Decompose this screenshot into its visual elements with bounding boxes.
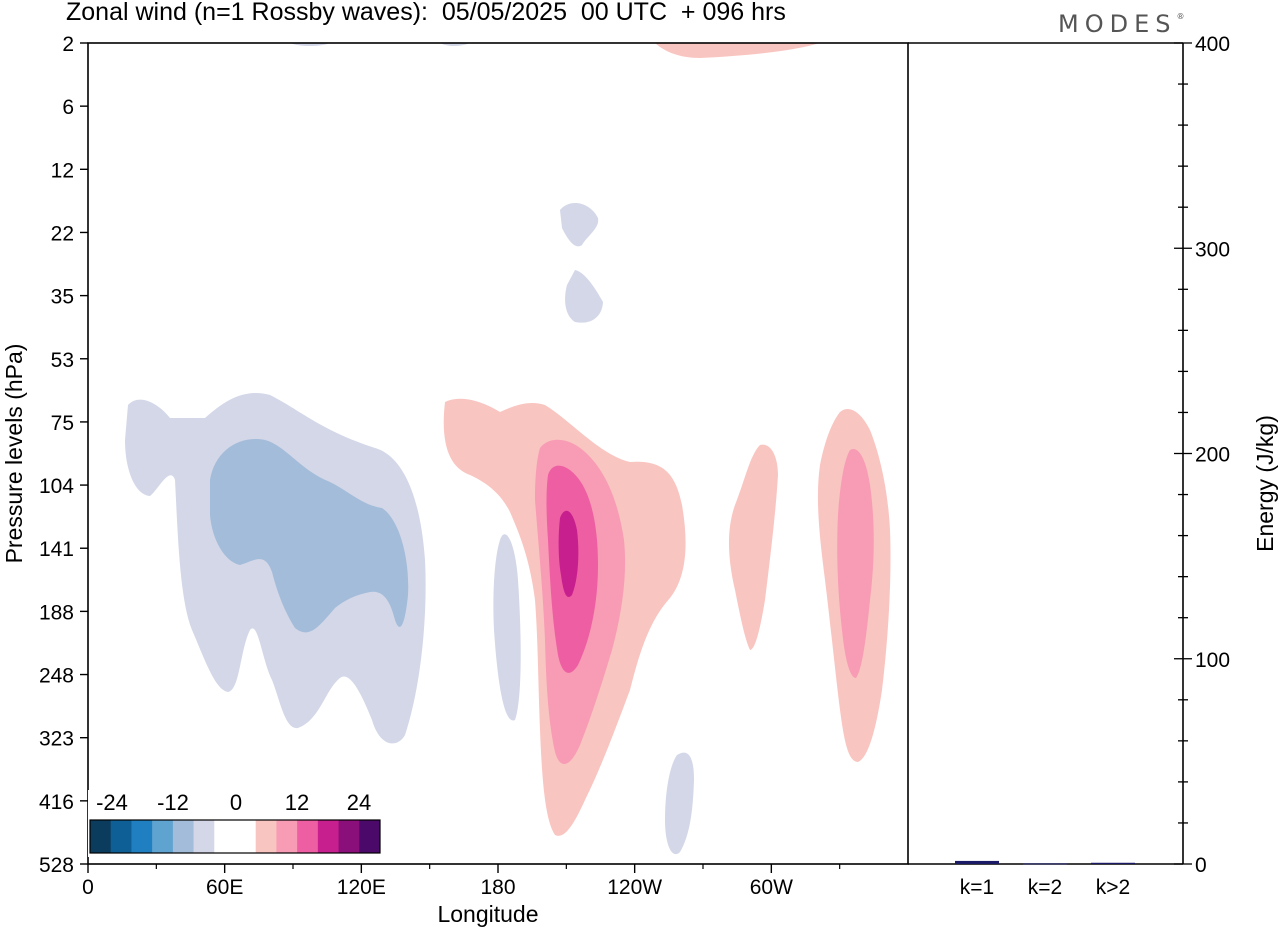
colorbar-swatch [276, 820, 298, 853]
x-tick-label: 60E [206, 876, 243, 899]
y-tick-label: 12 [51, 159, 74, 182]
colorbar-tick-label: -12 [157, 790, 189, 815]
colorbar-swatch [338, 820, 360, 853]
colorbar-swatch [359, 820, 381, 853]
x-tick-label: 120E [337, 876, 386, 899]
energy-axis-label: Energy (J/kg) [1252, 415, 1278, 552]
x-tick-label: 120W [607, 876, 662, 899]
y-tick-label: 323 [39, 728, 74, 751]
energy-category-label: k=1 [960, 876, 994, 899]
colorbar-tick-label: -24 [96, 790, 128, 815]
colorbar-swatch [214, 820, 236, 853]
energy-category-label: k>2 [1096, 876, 1130, 899]
y-tick-label: 104 [39, 475, 74, 498]
energy-bars: k=1 k=2 k>2 [955, 860, 1135, 899]
contour-field [125, 43, 891, 855]
modes-logo: MODES® [1058, 10, 1184, 38]
y-tick-label: 22 [51, 222, 74, 245]
y-tick-label: 416 [39, 791, 74, 814]
x-tick-label: 180 [480, 876, 515, 899]
y-tick-label: 528 [39, 854, 74, 877]
brand-text: MODES [1058, 10, 1177, 38]
colorbar-swatch [317, 820, 340, 853]
contour-negative-180-ridge [493, 534, 521, 721]
contour-negative-upper-small [560, 203, 599, 247]
y-tick-label: 75 [51, 412, 74, 435]
y-tick-label: 2 [62, 33, 74, 56]
colorbar-swatch [172, 820, 195, 853]
y-tick-label: 53 [51, 349, 74, 372]
colorbar-swatch [110, 820, 132, 853]
colorbar: -24 -12 0 12 24 [88, 790, 382, 857]
y-tick-label: 248 [39, 665, 74, 688]
colorbar-swatch [297, 820, 319, 853]
y-tick-label: 35 [51, 286, 74, 309]
x-axis-label: Longitude [437, 901, 538, 927]
energy-tick-label: 400 [1195, 33, 1230, 56]
contour-negative-lower-120w [665, 752, 694, 855]
colorbar-tick-label: 0 [230, 790, 242, 815]
energy-category-label: k=2 [1028, 876, 1062, 899]
energy-bar [955, 860, 999, 864]
contour-negative-west-inner [210, 439, 409, 633]
contour-negative-upper-mid [565, 270, 603, 323]
y-tick-label: 141 [39, 538, 74, 561]
contour-positive-top [655, 43, 820, 58]
colorbar-swatch [235, 820, 257, 853]
colorbar-swatch [193, 820, 215, 853]
energy-tick-label: 0 [1195, 854, 1207, 877]
x-tick-label: 60W [750, 876, 793, 899]
energy-tick-label: 300 [1195, 238, 1230, 261]
colorbar-tick-label: 24 [347, 790, 371, 815]
x-tick-label: 0 [82, 876, 94, 899]
energy-bar [1091, 862, 1135, 864]
contour-positive-dateline-core [558, 510, 579, 598]
colorbar-swatch [255, 820, 277, 853]
contour-positive-20w-inner [837, 448, 874, 678]
y-axis-label: Pressure levels (hPa) [1, 344, 27, 564]
energy-tick-label: 200 [1195, 444, 1230, 467]
y-tick-label: 188 [39, 601, 74, 624]
energy-bar [1023, 863, 1067, 865]
colorbar-tick-label: 12 [285, 790, 309, 815]
contour-positive-70w [728, 444, 778, 650]
colorbar-swatch [131, 820, 153, 853]
y-tick-label: 6 [62, 96, 74, 119]
colorbar-swatch [152, 820, 174, 853]
colorbar-frame [89, 819, 381, 854]
colorbar-swatch [90, 820, 112, 853]
brand-mark: ® [1176, 12, 1185, 21]
chart-title: Zonal wind (n=1 Rossby waves): 05/05/202… [66, 0, 786, 26]
energy-tick-label: 100 [1195, 649, 1230, 672]
